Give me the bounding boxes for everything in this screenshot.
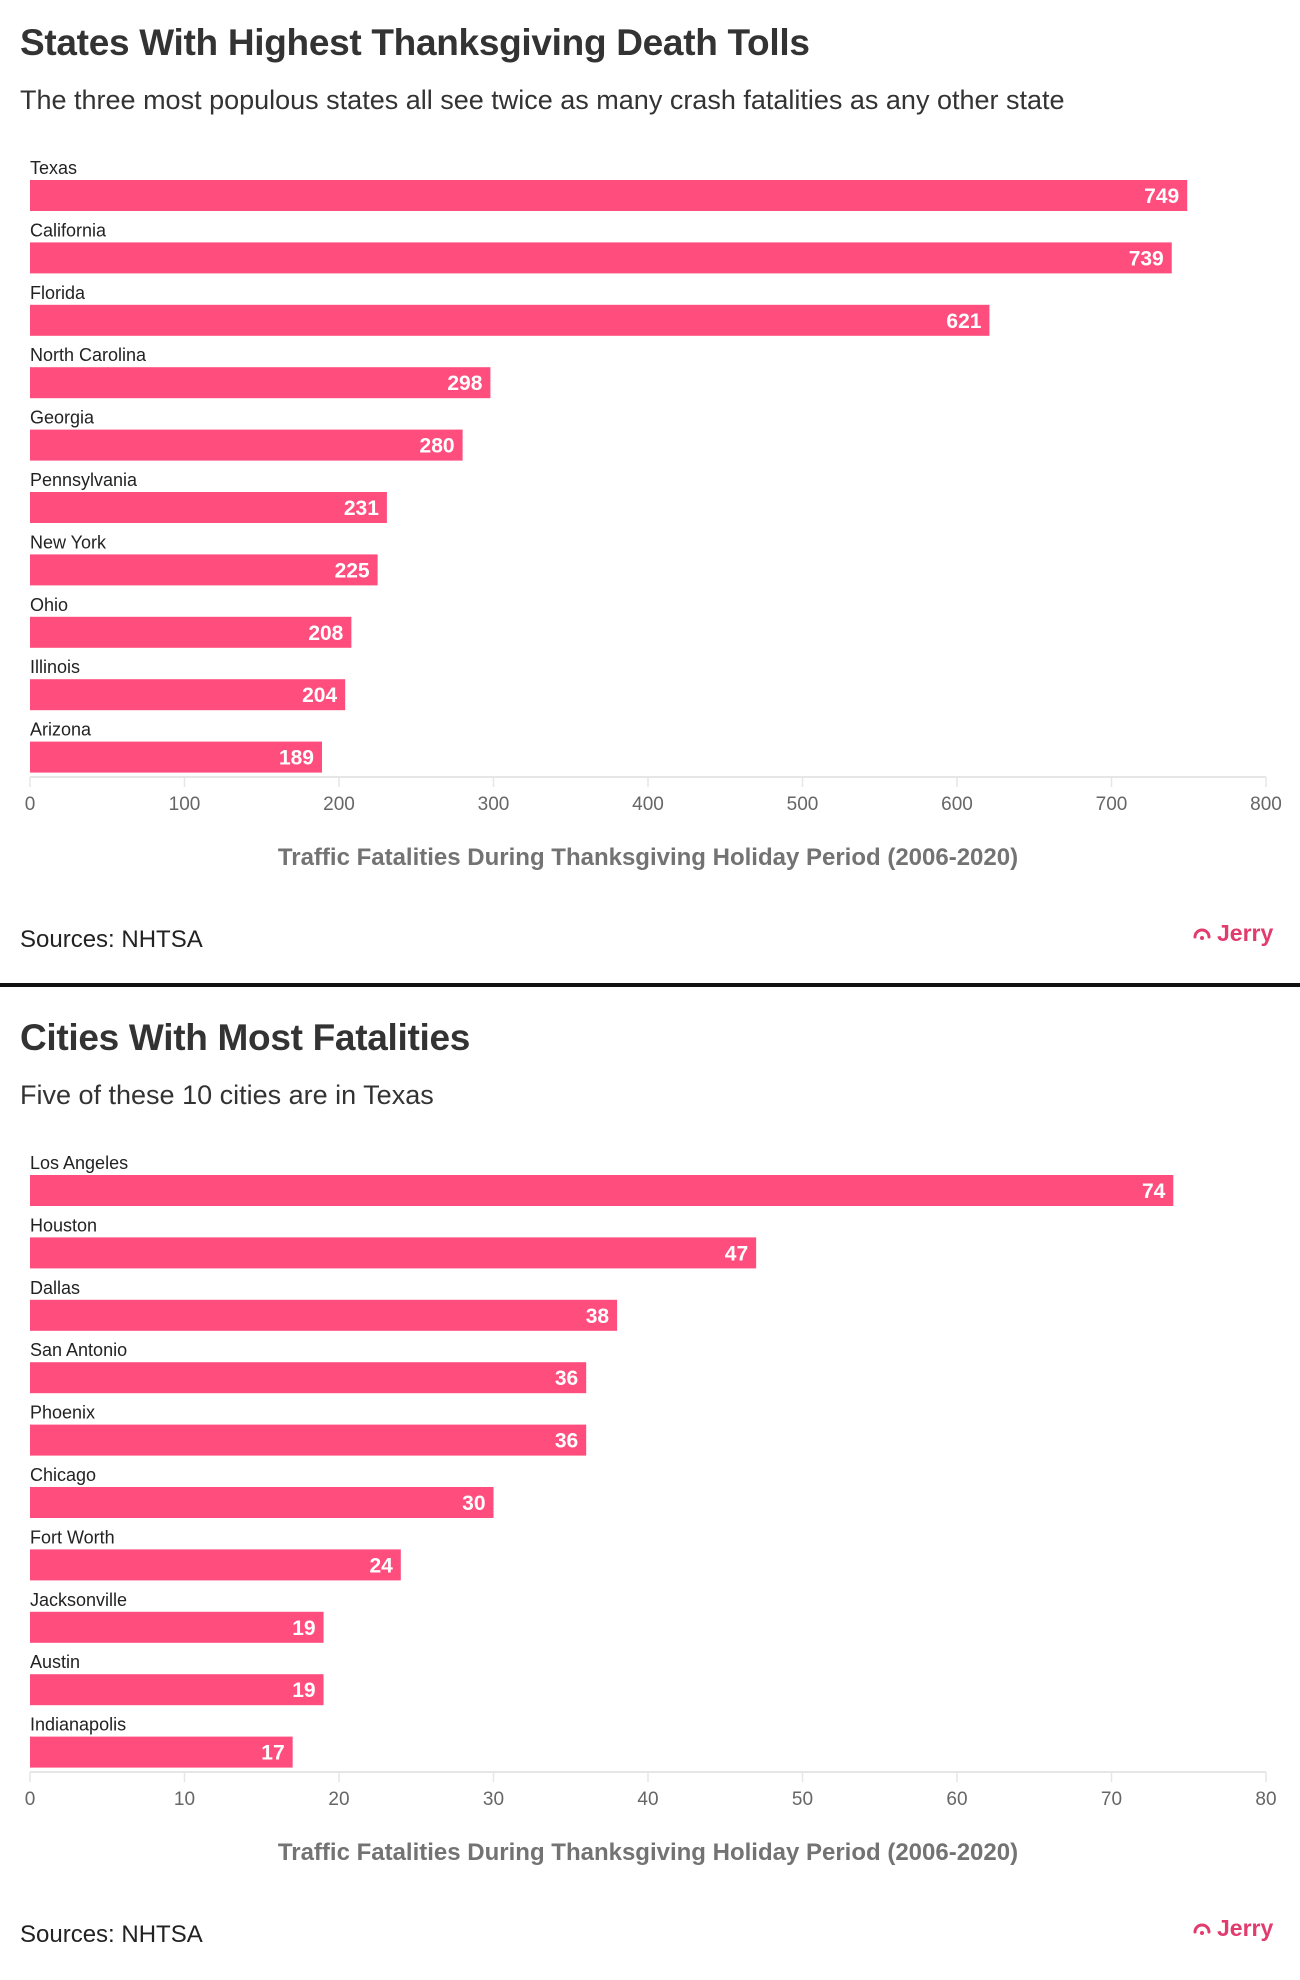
bar: [30, 180, 1188, 211]
bar-value-label: 19: [292, 1679, 315, 1702]
bar-value-label: 204: [302, 684, 337, 707]
bar-value-label: 231: [344, 497, 379, 520]
bar-value-label: 739: [1129, 247, 1164, 270]
category-label: Georgia: [30, 408, 95, 428]
bar-value-label: 621: [946, 310, 981, 333]
bar: [30, 554, 378, 586]
x-tick-label: 30: [483, 1789, 504, 1810]
jerry-arc-icon: [1192, 1918, 1212, 1938]
x-tick-label: 300: [478, 794, 510, 815]
bar: [30, 1736, 293, 1768]
category-label: Jacksonville: [30, 1590, 127, 1610]
x-tick-label: 600: [941, 794, 973, 815]
bar: [30, 1237, 757, 1269]
bar: [30, 1299, 618, 1331]
category-label: Texas: [30, 158, 77, 178]
chart-title: States With Highest Thanksgiving Death T…: [20, 22, 810, 63]
jerry-logo: Jerry: [1192, 919, 1273, 947]
jerry-logo: Jerry: [1192, 1914, 1273, 1942]
source-note: Sources: NHTSA: [20, 1921, 203, 1948]
section-divider: [0, 983, 1300, 987]
bar: [30, 1674, 324, 1706]
chart-subtitle: Five of these 10 cities are in Texas: [20, 1080, 434, 1110]
bar-value-label: 24: [369, 1554, 393, 1577]
x-tick-label: 70: [1101, 1789, 1122, 1810]
bar: [30, 1424, 587, 1456]
category-label: Illinois: [30, 657, 80, 677]
bar-value-label: 47: [725, 1242, 748, 1265]
bar-value-label: 74: [1142, 1180, 1166, 1203]
x-tick-label: 500: [787, 794, 819, 815]
chart-panel-states: States With Highest Thanksgiving Death T…: [0, 0, 1300, 987]
x-tick-label: 0: [25, 1789, 36, 1810]
category-label: New York: [30, 532, 107, 552]
bar-chart-states: 0 100 200 300 400 500 600 700 800 Texas 749 Califor…: [25, 158, 1282, 815]
bar-value-label: 36: [555, 1367, 578, 1390]
category-label: Dallas: [30, 1278, 80, 1298]
category-label: Los Angeles: [30, 1153, 128, 1173]
x-axis-title: Traffic Fatalities During Thanksgiving H…: [277, 844, 1019, 871]
chart-subtitle: The three most populous states all see t…: [20, 85, 1065, 115]
category-label: North Carolina: [30, 345, 147, 365]
bar: [30, 1487, 494, 1518]
jerry-arc-icon: [1192, 923, 1212, 943]
category-label: Fort Worth: [30, 1527, 115, 1547]
chart-title: Cities With Most Fatalities: [20, 1017, 471, 1058]
x-tick-label: 0: [25, 794, 36, 815]
category-label: Florida: [30, 283, 86, 303]
category-label: Indianapolis: [30, 1715, 126, 1735]
x-tick-label: 400: [632, 794, 664, 815]
bar-value-label: 17: [261, 1742, 284, 1765]
bar: [30, 367, 491, 399]
bar: [30, 492, 387, 523]
bar: [30, 429, 463, 461]
bar-value-label: 208: [308, 622, 343, 645]
x-tick-label: 10: [174, 1789, 195, 1810]
x-tick-label: 40: [637, 1789, 658, 1810]
category-label: Pennsylvania: [30, 470, 138, 490]
bar: [30, 741, 323, 773]
x-tick-label: 20: [328, 1789, 349, 1810]
category-label: Phoenix: [30, 1403, 95, 1423]
x-tick-label: 800: [1250, 794, 1282, 815]
x-tick-label: 700: [1096, 794, 1128, 815]
x-tick-label: 50: [792, 1789, 813, 1810]
bar: [30, 1549, 401, 1581]
bar-value-label: 36: [555, 1430, 578, 1453]
bar: [30, 679, 346, 711]
source-note: Sources: NHTSA: [20, 926, 203, 953]
category-label: Chicago: [30, 1465, 96, 1485]
bar: [30, 242, 1172, 274]
category-label: Austin: [30, 1652, 80, 1672]
bar-value-label: 19: [292, 1617, 315, 1640]
x-tick-label: 80: [1255, 1789, 1276, 1810]
x-tick-label: 200: [323, 794, 355, 815]
x-axis-title: Traffic Fatalities During Thanksgiving H…: [277, 1839, 1019, 1866]
x-tick-label: 100: [169, 794, 201, 815]
bar-value-label: 38: [586, 1305, 610, 1328]
bar-value-label: 30: [462, 1492, 485, 1515]
bar: [30, 616, 352, 648]
category-label: California: [30, 220, 107, 240]
jerry-logo-text: Jerry: [1217, 1914, 1274, 1941]
bar: [30, 1175, 1174, 1206]
category-label: Ohio: [30, 595, 68, 615]
category-label: San Antonio: [30, 1340, 127, 1360]
bar-value-label: 225: [335, 559, 370, 582]
bar-value-label: 298: [447, 372, 482, 395]
bar: [30, 1362, 587, 1394]
bar-value-label: 189: [279, 747, 314, 770]
category-label: Arizona: [30, 720, 92, 740]
x-tick-label: 60: [946, 1789, 967, 1810]
chart-panel-cities: Cities With Most Fatalities Five of thes…: [0, 995, 1300, 1980]
bar-value-label: 749: [1144, 185, 1179, 208]
category-label: Houston: [30, 1215, 97, 1235]
bar: [30, 1611, 324, 1643]
bar-chart-cities: 0 10 20 30 40 50 60 70 80 Los Angeles 74 Houston 47 D…: [25, 1153, 1277, 1810]
bar: [30, 304, 990, 336]
jerry-logo-text: Jerry: [1217, 919, 1274, 946]
bar-value-label: 280: [420, 435, 455, 458]
